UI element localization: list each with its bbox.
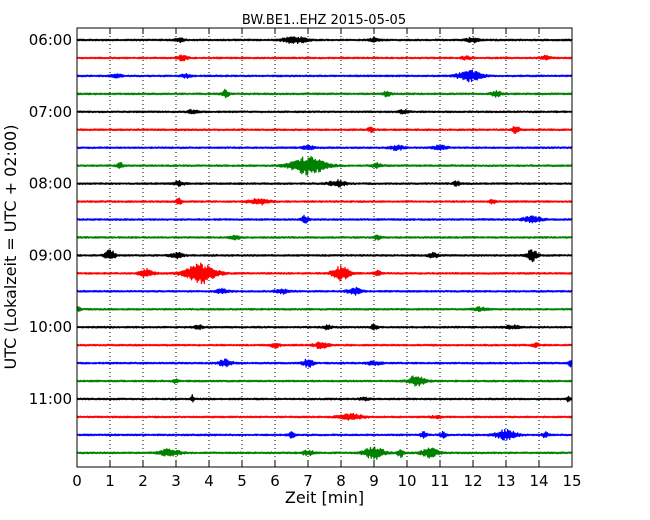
trace-group <box>76 36 573 460</box>
seismic-trace <box>76 428 573 441</box>
axis-ticks: 0 1 2 3 4 5 6 7 8 9 10 11 12 13 14 1506:0007:0008:0009:… <box>29 28 582 490</box>
seismic-trace <box>76 214 573 224</box>
seismic-trace <box>76 197 573 206</box>
seismic-trace <box>76 412 573 421</box>
x-tick-label: 4 <box>204 472 214 490</box>
seismic-trace <box>76 286 573 296</box>
seismic-trace <box>76 88 573 99</box>
x-tick-label: 0 <box>72 472 82 490</box>
y-tick-label: 08:00 <box>29 175 72 193</box>
x-tick-label: 6 <box>270 472 280 490</box>
seismic-trace <box>76 155 573 176</box>
x-tick-label: 1 <box>105 472 115 490</box>
seismic-trace <box>76 394 573 403</box>
y-tick-label: 09:00 <box>29 246 72 264</box>
seismic-trace <box>76 54 573 62</box>
y-axis-label: UTC (Lokalzeit = UTC + 02:00) <box>1 125 20 370</box>
x-tick-label: 10 <box>397 472 416 490</box>
x-tick-label: 12 <box>463 472 482 490</box>
x-tick-label: 8 <box>336 472 346 490</box>
seismic-trace <box>76 446 573 460</box>
y-tick-label: 06:00 <box>29 31 72 49</box>
chart-title: BW.BE1..EHZ 2015-05-05 <box>242 13 406 28</box>
seismic-trace <box>76 108 573 115</box>
x-tick-label: 11 <box>430 472 449 490</box>
x-tick-label: 7 <box>303 472 313 490</box>
x-tick-label: 5 <box>237 472 247 490</box>
x-tick-label: 3 <box>171 472 181 490</box>
x-tick-label: 13 <box>496 472 515 490</box>
seismic-trace <box>76 144 573 151</box>
seismic-trace <box>76 36 573 45</box>
seismic-trace <box>76 69 573 83</box>
y-tick-label: 11:00 <box>29 390 72 408</box>
y-tick-label: 07:00 <box>29 103 72 121</box>
seismic-trace <box>76 179 573 188</box>
x-tick-label: 14 <box>529 472 548 490</box>
x-axis-label: Zeit [min] <box>285 488 364 507</box>
seismic-trace <box>76 358 573 368</box>
plot-frame <box>76 27 573 468</box>
seismic-trace <box>76 306 573 313</box>
x-tick-label: 15 <box>562 472 581 490</box>
x-tick-label: 2 <box>138 472 148 490</box>
x-tick-label: 9 <box>369 472 379 490</box>
seismic-trace <box>76 341 573 350</box>
seismic-trace <box>76 126 573 135</box>
seismic-trace <box>76 323 573 331</box>
seismic-trace <box>76 262 573 285</box>
y-tick-label: 10:00 <box>29 318 72 336</box>
seismic-trace <box>76 375 573 387</box>
seismic-trace <box>76 249 573 263</box>
seismic-trace <box>76 234 573 241</box>
